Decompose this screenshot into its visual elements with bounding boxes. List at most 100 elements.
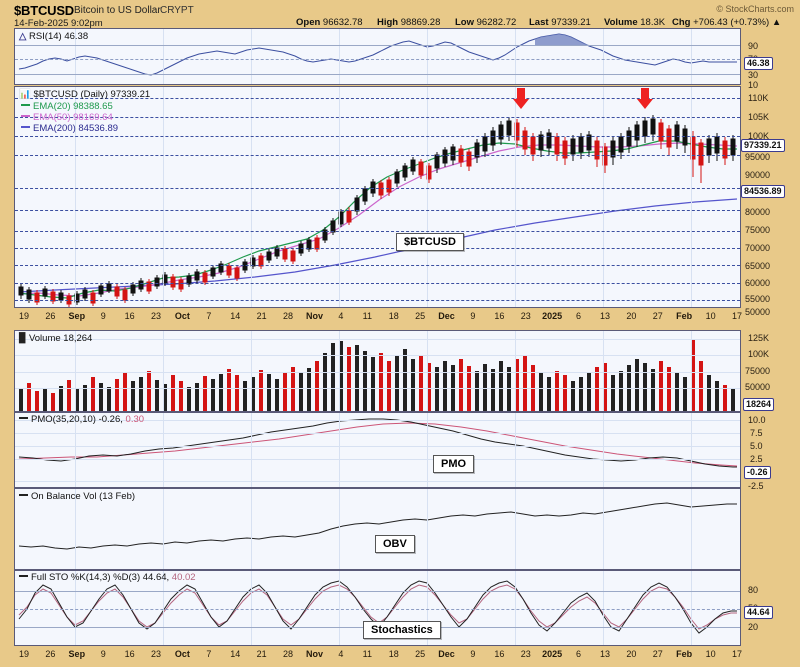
rsi-tick-10: 10	[748, 80, 759, 90]
date-tick-13: 13	[599, 311, 610, 321]
price-plot	[15, 87, 740, 307]
ema50-legend-text: EMA(50) 98169.64	[33, 112, 113, 123]
price-tick-55000: 55000	[745, 294, 771, 304]
obv-legend: On Balance Vol (13 Feb)	[19, 491, 135, 502]
volume-panel: ▉ Volume 18,264	[14, 330, 741, 412]
date-tick-23: 23	[151, 649, 162, 659]
date-tick-25: 25	[415, 311, 426, 321]
stoch-tick-20: 20	[748, 622, 759, 632]
stochastics-annotation-label: Stochastics	[363, 621, 441, 639]
pmo-plot	[15, 413, 740, 487]
rsi-legend: △ RSI(14) 46.38	[19, 31, 88, 42]
date-tick-27: 27	[652, 311, 663, 321]
date-tick-25: 25	[415, 649, 426, 659]
volume-tick-75000: 75000	[745, 366, 771, 376]
date-axis-bottom	[14, 647, 741, 663]
rsi-line-series	[18, 33, 737, 76]
date-tick-20: 20	[626, 649, 637, 659]
date-tick-11: 11	[362, 311, 372, 321]
date-tick-17: 17	[731, 311, 743, 321]
date-tick-13: 13	[599, 649, 610, 659]
price-legend-text: $BTCUSD (Daily) 97339.21	[33, 89, 151, 100]
stockcharts-watermark: © StockCharts.com	[716, 4, 794, 14]
price-tick-105k: 105K	[748, 112, 770, 122]
candlesticks	[18, 115, 736, 307]
date-tick-9: 9	[100, 649, 106, 659]
date-tick-4: 4	[338, 311, 344, 321]
ema200-legend: EMA(200) 84536.89	[21, 123, 118, 134]
pmo-tick-5: 5.0	[750, 441, 763, 451]
quote-last-label: Last	[529, 17, 549, 28]
ema20-swatch	[21, 104, 30, 107]
quote-open: Open 96632.78	[296, 17, 363, 28]
pmo-tick-2-5: 2.5	[750, 454, 763, 464]
pmo-panel: PMO(35,20,10) -0.26, 0.30 PMO	[14, 412, 741, 488]
date-tick-27: 27	[652, 649, 663, 659]
obv-panel: On Balance Vol (13 Feb) OBV	[14, 488, 741, 570]
price-series	[18, 115, 738, 307]
volume-tick-100k: 100K	[748, 349, 770, 359]
price-tick-65000: 65000	[745, 261, 771, 271]
date-tick-10: 10	[705, 311, 716, 321]
price-tick-100k: 100K	[748, 131, 770, 141]
volume-tick-50000: 50000	[745, 382, 771, 392]
date-tick-4: 4	[338, 649, 344, 659]
date-tick-9: 9	[470, 649, 476, 659]
quote-last-value: 97339.21	[551, 17, 591, 28]
date-tick-2025: 2025	[542, 311, 563, 321]
ema50-swatch	[21, 115, 30, 118]
pmo-tick-10: 10.0	[748, 415, 766, 425]
obv-swatch	[19, 494, 28, 497]
date-tick-Feb: Feb	[676, 649, 693, 659]
obv-legend-text: On Balance Vol (13 Feb)	[31, 491, 136, 502]
date-tick-16: 16	[124, 311, 135, 321]
price-tick-95000: 95000	[745, 152, 771, 162]
quote-change: Chg +706.43 (+0.73%) ▲	[672, 17, 781, 28]
quote-volume-label: Volume	[604, 17, 638, 28]
price-ema200-value-badge: 84536.89	[741, 185, 785, 198]
date-tick-14: 14	[230, 311, 241, 321]
quote-chg-value: +706.43 (+0.73%)	[693, 17, 770, 28]
date-tick-19: 19	[18, 311, 30, 321]
date-axis-top	[14, 309, 741, 325]
quote-timestamp: 14-Feb-2025 9:02pm	[14, 18, 103, 29]
date-tick-2025: 2025	[542, 649, 563, 659]
stoch-swatch	[19, 575, 28, 578]
date-tick-Dec: Dec	[438, 649, 455, 659]
chart-header: $BTCUSD Bitcoin to US Dollar CRYPT 14-Fe…	[0, 0, 800, 30]
pmo-legend: PMO(35,20,10) -0.26, 0.30	[19, 414, 144, 425]
date-tick-26: 26	[45, 649, 56, 659]
quote-high: High 98869.28	[377, 17, 440, 28]
quote-low: Low 96282.72	[455, 17, 516, 28]
stoch-legend-text: Full STO %K(14,3) %D(3) 44.64,	[31, 572, 170, 583]
ema200-swatch	[21, 126, 30, 129]
stoch-tick-80: 80	[748, 585, 759, 595]
stoch-d-value: 40.02	[171, 572, 196, 583]
date-tick-19: 19	[18, 649, 30, 659]
symbol-title: $BTCUSD	[14, 3, 74, 18]
quote-volume: Volume 18.3K	[604, 17, 665, 28]
red-down-arrow-marker-1	[512, 88, 530, 110]
date-tick-9: 9	[470, 311, 476, 321]
quote-low-value: 96282.72	[476, 17, 517, 28]
quote-last: Last 97339.21	[529, 17, 591, 28]
date-tick-11: 11	[362, 649, 372, 659]
date-tick-6: 6	[576, 311, 582, 321]
date-tick-Oct: Oct	[174, 311, 190, 321]
price-legend-title: 📊 $BTCUSD (Daily) 97339.21	[19, 89, 150, 100]
date-tick-16: 16	[124, 649, 135, 659]
date-tick-Sep: Sep	[68, 649, 86, 659]
date-tick-21: 21	[256, 649, 267, 659]
pmo-tick-neg2-5: -2.5	[748, 481, 764, 491]
chart-type-icon: 📊	[19, 89, 31, 100]
stochastics-legend: Full STO %K(14,3) %D(3) 44.64, 40.02	[19, 572, 196, 583]
date-tick-Feb: Feb	[676, 311, 693, 321]
volume-bars	[19, 339, 735, 411]
date-tick-9: 9	[100, 311, 106, 321]
date-tick-17: 17	[731, 649, 743, 659]
date-tick-6: 6	[576, 649, 582, 659]
date-tick-18: 18	[388, 649, 399, 659]
pmo-series	[18, 418, 738, 468]
volume-tick-125k: 125K	[748, 333, 770, 343]
